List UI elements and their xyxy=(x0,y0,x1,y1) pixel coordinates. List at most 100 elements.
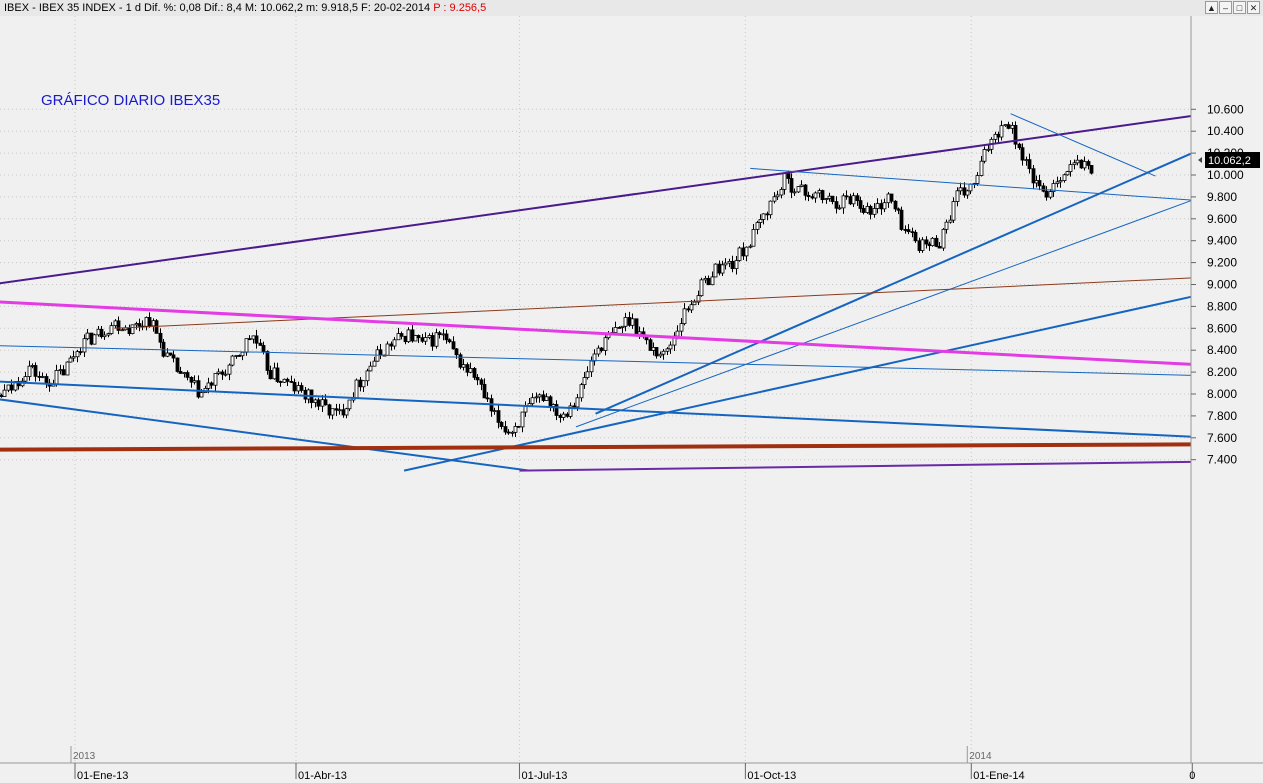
candle-body xyxy=(675,330,680,337)
candle-body xyxy=(530,397,535,405)
trendline[interactable] xyxy=(519,460,1193,472)
candle-body xyxy=(792,191,797,194)
candle-body xyxy=(513,425,518,433)
y-tick-label: 8.200 xyxy=(1207,365,1237,379)
candle-body xyxy=(216,371,221,374)
candle-body xyxy=(306,389,311,400)
candle-body xyxy=(399,333,404,337)
candle-body xyxy=(392,339,397,347)
candle-body xyxy=(1017,143,1022,149)
candle-body xyxy=(458,354,463,368)
trendline[interactable] xyxy=(0,442,1193,452)
candle-body xyxy=(75,351,80,358)
candle-body xyxy=(572,405,577,408)
candle-body xyxy=(648,339,653,351)
window-title-price: P : 9.256,5 xyxy=(433,2,487,14)
candle-body xyxy=(447,339,452,343)
candle-body xyxy=(592,353,597,362)
candle-body xyxy=(410,329,415,342)
maximize-button[interactable]: □ xyxy=(1233,1,1246,14)
candle-body xyxy=(482,383,487,399)
candle-body xyxy=(541,394,546,401)
candle-body xyxy=(1041,185,1046,192)
candle-body xyxy=(137,323,142,327)
candle-body xyxy=(830,195,835,202)
trendline[interactable] xyxy=(403,295,1193,472)
candle-body xyxy=(268,370,273,380)
y-tick-label: 9.000 xyxy=(1207,278,1237,292)
trendline[interactable] xyxy=(0,380,1193,438)
candle-body xyxy=(420,337,425,342)
candle-body xyxy=(9,384,14,391)
trendline[interactable] xyxy=(1010,113,1156,177)
candle-body xyxy=(668,344,673,350)
candle-body xyxy=(82,338,87,353)
candle-body xyxy=(89,332,94,345)
candle-body xyxy=(861,208,866,213)
candle-body xyxy=(475,377,480,381)
y-tick-label: 10.400 xyxy=(1207,124,1244,138)
candle-body xyxy=(389,343,394,347)
trendline[interactable] xyxy=(0,345,1193,376)
candle-body xyxy=(751,229,756,247)
candle-body xyxy=(292,381,297,392)
candle-body xyxy=(951,201,956,221)
candle-body xyxy=(247,338,252,341)
close-button[interactable]: ✕ xyxy=(1247,1,1260,14)
candle-body xyxy=(834,201,839,209)
candle-body xyxy=(848,196,853,205)
candle-body xyxy=(758,219,763,223)
candle-body xyxy=(537,394,542,398)
candle-body xyxy=(127,327,132,335)
candle-body xyxy=(406,329,411,343)
candle-body xyxy=(882,202,887,210)
trendline[interactable] xyxy=(750,167,1193,201)
y-tick-label: 10.600 xyxy=(1207,102,1244,116)
candle-body xyxy=(565,413,570,417)
candle-body xyxy=(1020,147,1025,161)
candle-body xyxy=(824,198,829,201)
candle-body xyxy=(720,264,725,274)
trendline[interactable] xyxy=(0,300,1193,366)
candle-body xyxy=(1003,124,1008,127)
candle-body xyxy=(365,370,370,382)
x-tick-label: 01-Jul-13 xyxy=(521,770,567,782)
candle-body xyxy=(220,371,225,375)
x-axis-panel xyxy=(0,763,1263,783)
candle-body xyxy=(341,409,346,416)
price-chart[interactable]: 2013 2014 7.400 7.600 7.800 8.000 8.200 8.400 8… xyxy=(0,16,1263,783)
candle-body xyxy=(275,367,280,382)
candle-body xyxy=(296,385,301,392)
candle-body xyxy=(855,195,860,201)
candle-body xyxy=(344,408,349,416)
trendline-layer xyxy=(0,113,1193,472)
trendline[interactable] xyxy=(595,152,1193,415)
candle-body xyxy=(1089,165,1094,174)
candle-body xyxy=(99,328,104,338)
scroll-up-button[interactable]: ▲ xyxy=(1205,1,1218,14)
last-value-marker: 10.062,2 xyxy=(1198,152,1260,168)
trendline[interactable] xyxy=(575,199,1193,428)
trendline[interactable] xyxy=(114,277,1193,329)
candle-body xyxy=(820,190,825,201)
candle-body xyxy=(499,421,504,427)
last-value-arrow xyxy=(1198,157,1202,163)
minimize-button[interactable]: – xyxy=(1219,1,1232,14)
candle-body xyxy=(44,376,49,384)
trendline[interactable] xyxy=(0,394,530,472)
candle-body xyxy=(189,376,194,383)
x-tick-label: 01-Oct-13 xyxy=(747,770,796,782)
x-axis: 01-Ene-13 01-Abr-13 01-Jul-13 01-Oct-13 01-E… xyxy=(74,763,1195,782)
candle-body xyxy=(378,349,383,356)
candle-body xyxy=(796,186,801,193)
candle-body xyxy=(358,379,363,388)
trendline[interactable] xyxy=(0,114,1193,289)
candle-body xyxy=(651,346,656,351)
candle-body xyxy=(437,332,442,335)
candle-body xyxy=(496,410,501,423)
candle-body xyxy=(837,207,842,210)
candle-body xyxy=(234,354,239,357)
candle-body xyxy=(65,361,70,376)
candle-body xyxy=(213,373,218,386)
last-value-label: 10.062,2 xyxy=(1208,155,1251,167)
